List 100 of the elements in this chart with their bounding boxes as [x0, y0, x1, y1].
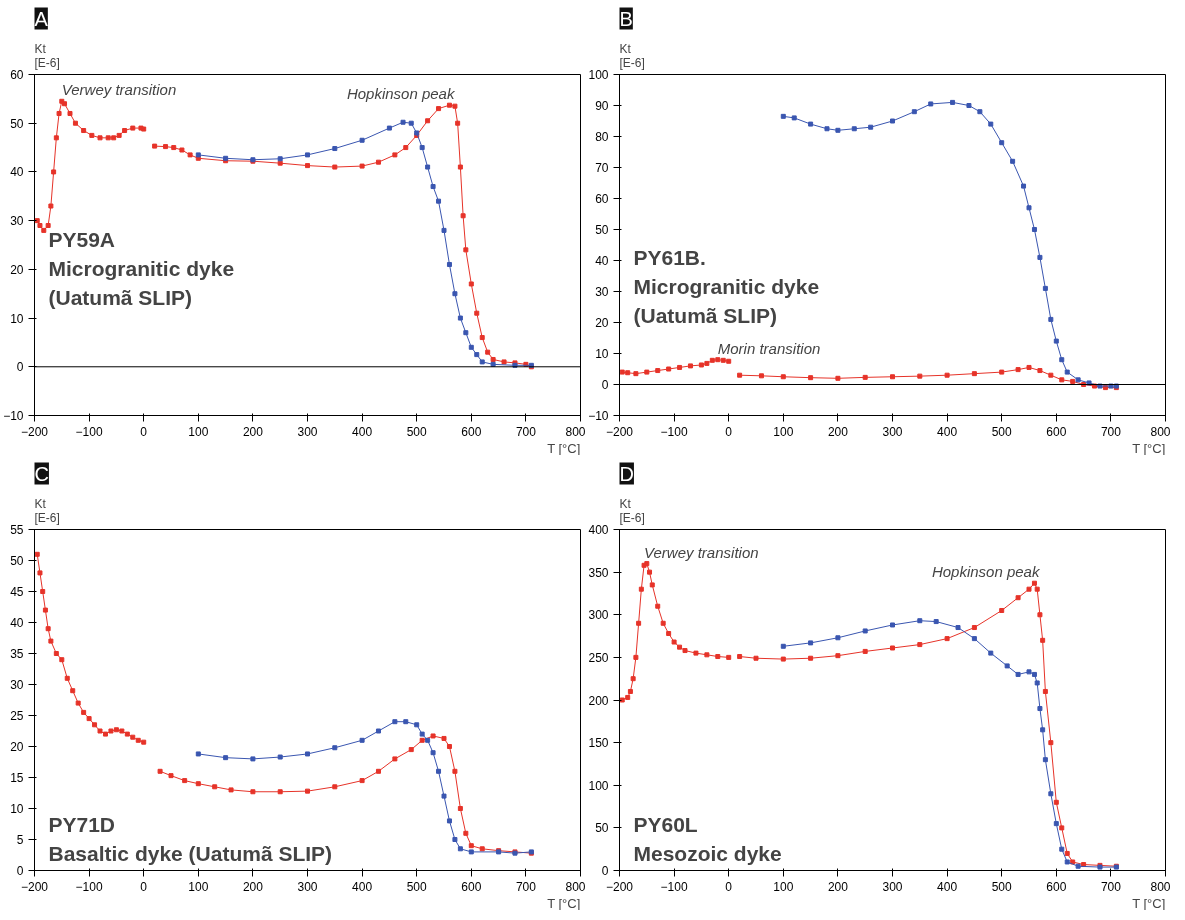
y-tick-label: 70	[595, 161, 609, 175]
x-tick-label: 700	[515, 424, 537, 439]
annotation: Verwey transition	[644, 543, 759, 561]
annotation: PY60L Mesozoic dyke	[633, 812, 782, 865]
y-tick-label: 350	[588, 565, 609, 580]
x-tick-label: 700	[1100, 424, 1122, 439]
y-tick-label: 0	[16, 360, 24, 375]
annotation: Hopkinson peak	[346, 85, 456, 103]
x-axis-title: T [°C]	[1132, 440, 1166, 456]
y-tick-label: 40	[10, 165, 24, 180]
x-tick-label: 400	[352, 879, 373, 894]
x-tick-label: 500	[406, 879, 428, 894]
x-tick-label: 400	[352, 424, 373, 439]
x-axis-title: T [°C]	[547, 895, 581, 911]
x-tick-label: 400	[937, 424, 958, 439]
x-tick-label: −100	[660, 879, 688, 894]
y-tick-label: 30	[10, 214, 24, 229]
annotation: Verwey transition	[61, 81, 177, 99]
x-tick-label: 200	[827, 424, 849, 439]
text: D	[619, 462, 634, 485]
y-axis-title: Kt [E-6]	[34, 496, 60, 525]
y-tick-label: 150	[588, 736, 609, 751]
x-tick-label: 100	[773, 424, 794, 439]
y-tick-label: 50	[10, 554, 24, 568]
y-axis-title: Kt [E-6]	[34, 41, 60, 70]
text: B	[619, 7, 633, 30]
x-tick-label: 300	[882, 424, 903, 439]
text: A	[34, 7, 49, 30]
y-tick-label: 20	[595, 316, 609, 330]
y-tick-label: 25	[10, 709, 24, 723]
y-tick-label: 300	[588, 608, 609, 623]
text: C	[34, 462, 49, 485]
x-tick-label: 0	[140, 424, 148, 439]
x-tick-label: 800	[565, 879, 586, 894]
x-tick-label: 600	[461, 424, 482, 439]
x-tick-label: 800	[1150, 424, 1171, 439]
annotation: Morin transition	[717, 339, 821, 357]
y-tick-label: 30	[595, 285, 609, 299]
annotation: PY71D Basaltic dyke (Uatumã SLIP)	[48, 812, 333, 865]
x-tick-label: 800	[565, 424, 586, 439]
x-tick-label: 600	[1046, 879, 1067, 894]
x-tick-label: 400	[937, 879, 958, 894]
y-tick-label: 55	[10, 523, 24, 537]
x-axis-title: T [°C]	[1132, 895, 1166, 911]
x-tick-label: 700	[1100, 879, 1122, 894]
x-tick-label: 500	[991, 879, 1013, 894]
x-tick-label: 600	[1046, 424, 1067, 439]
x-tick-label: 100	[188, 879, 209, 894]
y-tick-label: 90	[595, 99, 609, 113]
y-tick-label: 400	[588, 523, 609, 537]
x-tick-label: 500	[991, 424, 1013, 439]
x-tick-label: 100	[188, 424, 209, 439]
y-tick-label: −10	[588, 409, 609, 423]
y-tick-label: 50	[595, 223, 609, 237]
y-tick-label: 35	[10, 647, 24, 661]
x-tick-label: 700	[515, 879, 537, 894]
y-tick-label: 45	[10, 585, 24, 599]
y-axis-title: Kt [E-6]	[619, 41, 645, 70]
y-tick-label: 0	[601, 378, 609, 392]
y-tick-label: 50	[595, 821, 609, 836]
annotation: Hopkinson peak	[931, 563, 1041, 581]
annotation: PY59A Microgranitic dyke (Uatumã SLIP)	[48, 228, 235, 309]
x-tick-label: 0	[725, 424, 733, 439]
x-tick-label: −200	[20, 424, 49, 439]
x-tick-label: 300	[882, 879, 903, 894]
y-axis-title: Kt [E-6]	[619, 496, 645, 525]
x-tick-label: 200	[242, 879, 264, 894]
y-tick-label: 10	[10, 311, 24, 326]
y-tick-label: 15	[10, 771, 24, 785]
x-tick-label: −200	[20, 879, 49, 894]
x-tick-label: 500	[406, 424, 428, 439]
y-tick-label: −10	[3, 409, 24, 423]
x-tick-label: −100	[660, 424, 688, 439]
x-tick-label: 200	[242, 424, 264, 439]
y-tick-label: 200	[588, 693, 609, 708]
x-tick-label: 300	[297, 424, 318, 439]
y-tick-label: 20	[10, 740, 24, 754]
y-tick-label: 100	[588, 778, 609, 793]
y-tick-label: 40	[10, 616, 24, 630]
y-tick-label: 40	[595, 254, 609, 268]
x-tick-label: 800	[1150, 879, 1171, 894]
x-tick-label: 300	[297, 879, 318, 894]
y-tick-label: 10	[10, 802, 24, 816]
x-tick-label: −100	[75, 424, 103, 439]
y-tick-label: 30	[10, 678, 24, 692]
y-tick-label: 60	[595, 192, 609, 206]
x-tick-label: 0	[140, 879, 148, 894]
y-tick-label: 10	[595, 347, 609, 361]
x-axis-title: T [°C]	[547, 440, 581, 456]
y-tick-label: 250	[588, 650, 609, 665]
x-tick-label: 200	[827, 879, 849, 894]
y-tick-label: 50	[10, 116, 24, 131]
x-tick-label: −200	[605, 424, 634, 439]
y-tick-label: 100	[588, 68, 609, 82]
y-tick-label: 0	[16, 864, 24, 878]
x-tick-label: −100	[75, 879, 103, 894]
x-tick-label: −200	[605, 879, 634, 894]
y-tick-label: 80	[595, 130, 609, 144]
x-tick-label: 600	[461, 879, 482, 894]
x-tick-label: 0	[725, 879, 733, 894]
